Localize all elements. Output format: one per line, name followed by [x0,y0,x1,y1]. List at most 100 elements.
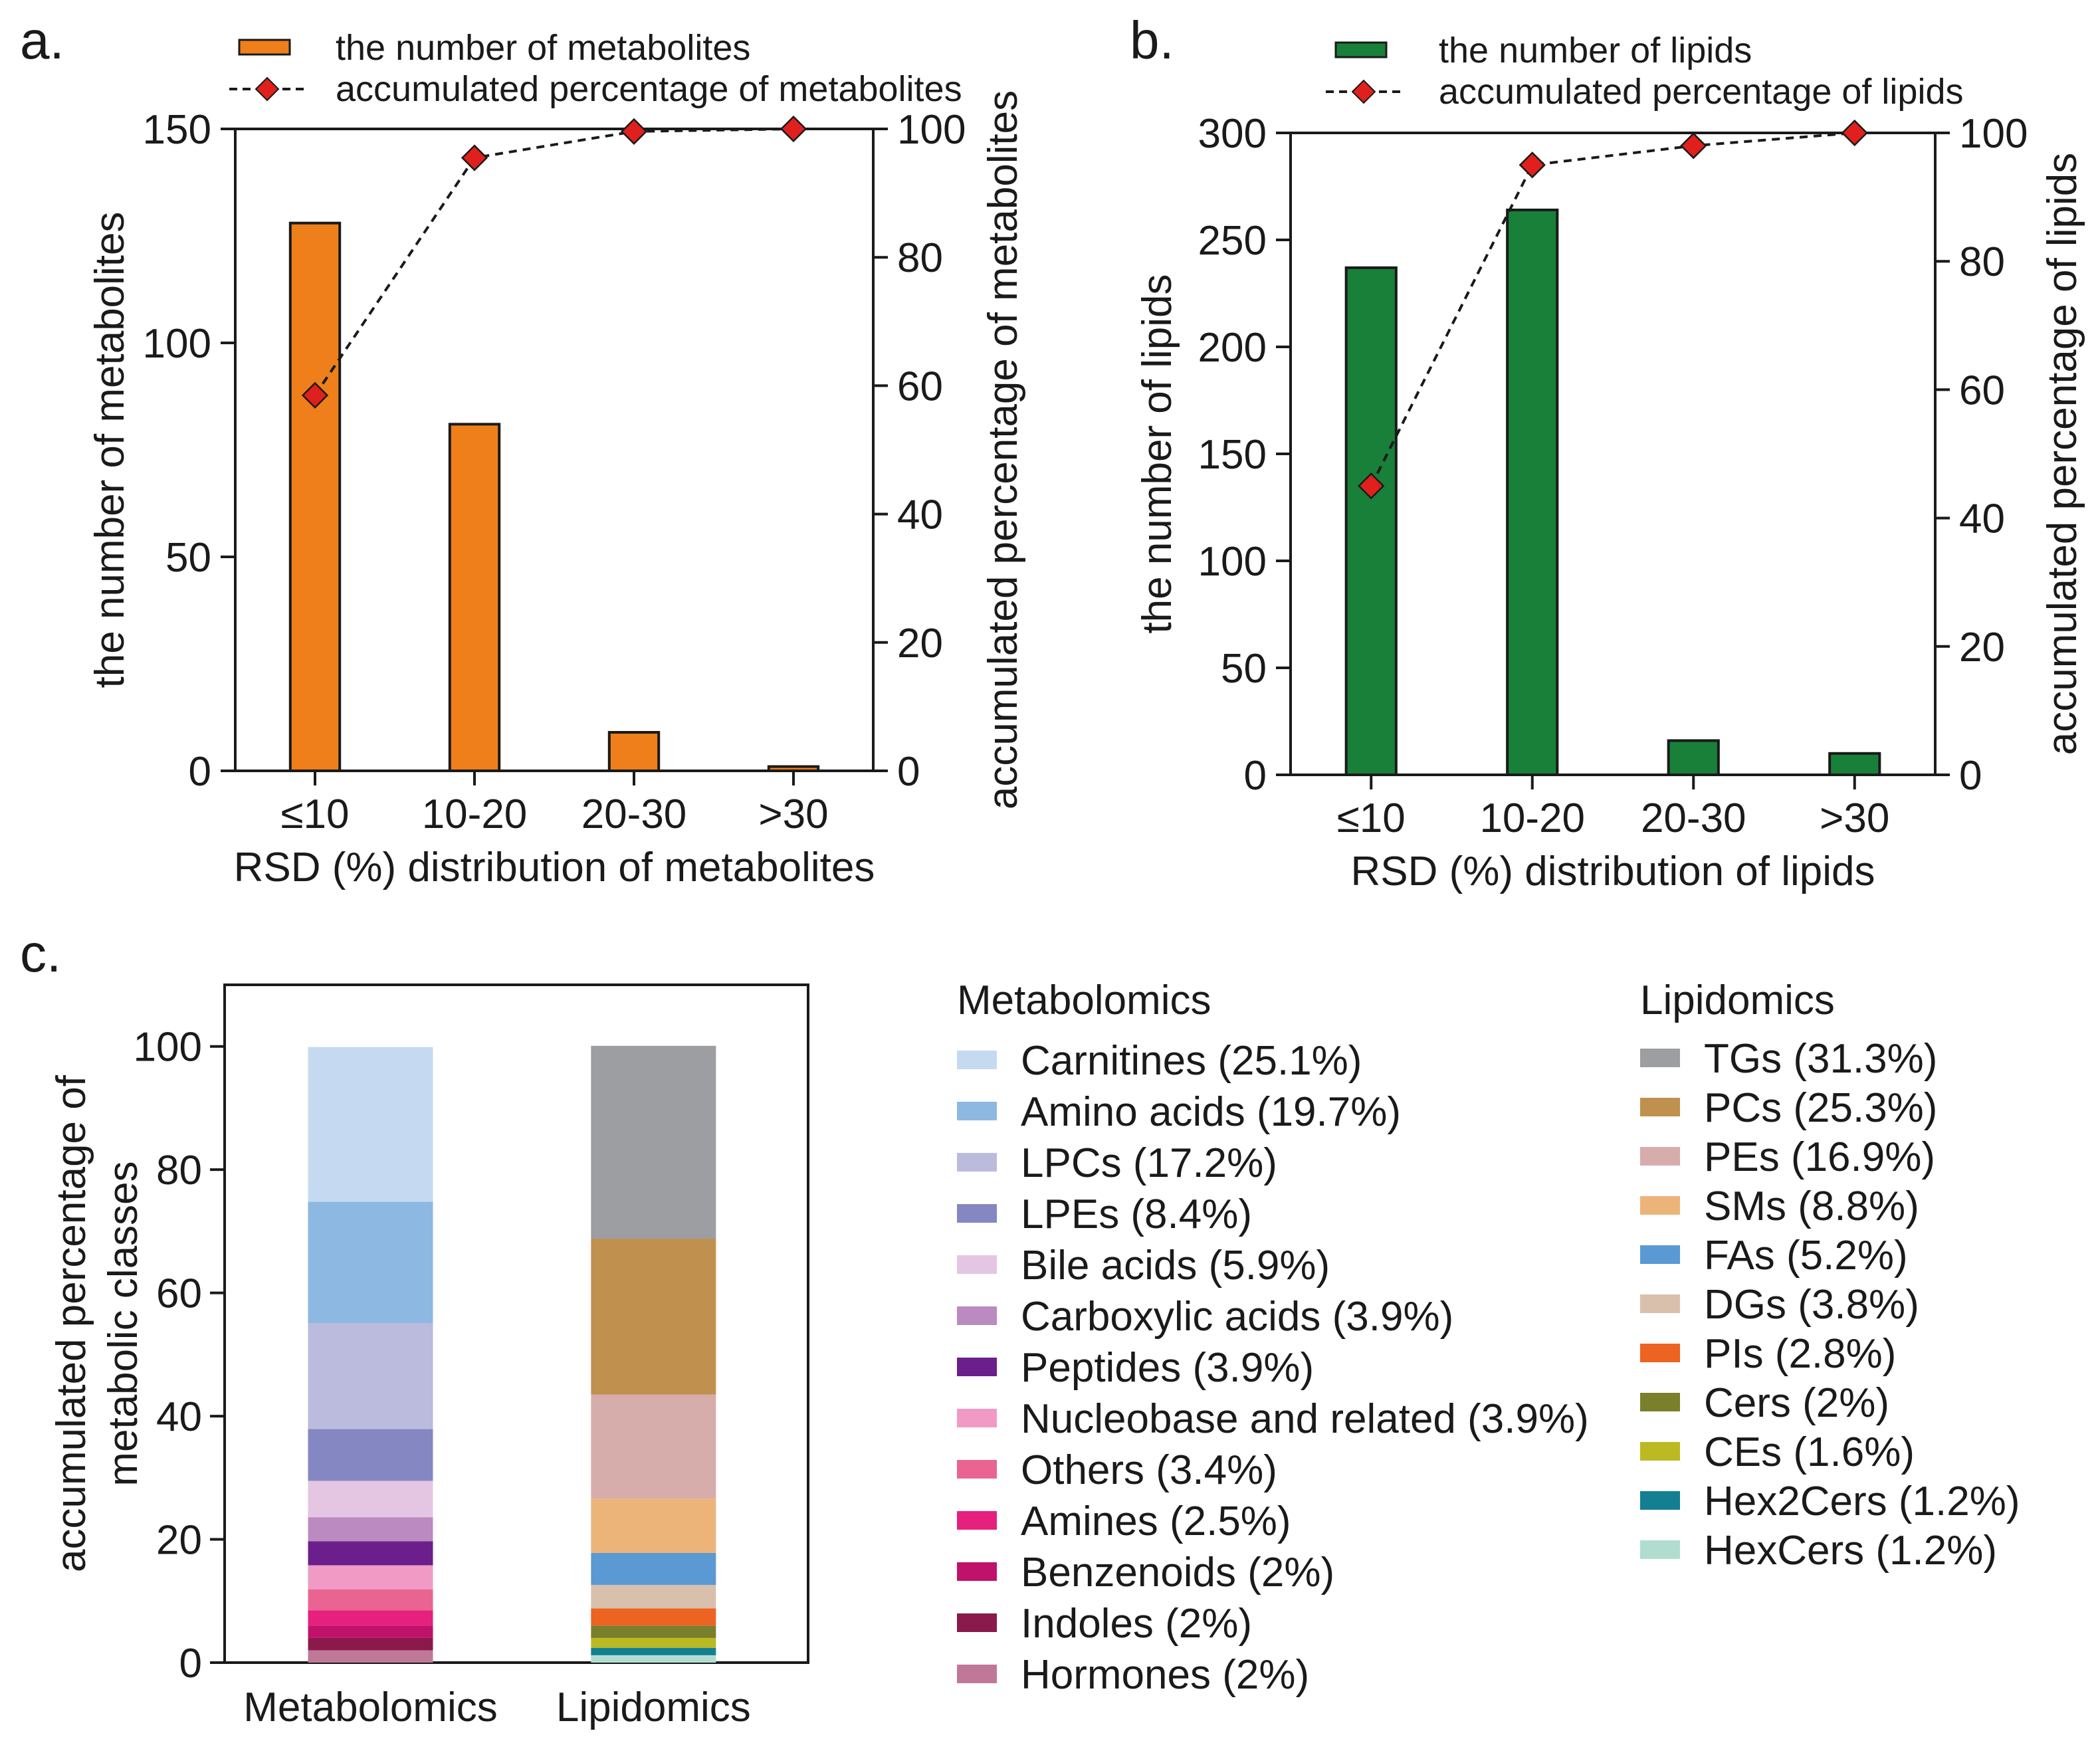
legend-c-label: PIs (2.8%) [1704,1331,1896,1377]
y-right-tick-label: 80 [1959,239,2005,285]
x-tick-label: 20-30 [1641,795,1746,841]
y-left-tick-label: 300 [1198,111,1267,157]
legend-c-title: Lipidomics [1640,977,1835,1023]
x-tick-label: Metabolomics [243,1685,497,1730]
y-tick-label: 100 [134,1025,202,1071]
legend-c-swatch [957,1409,997,1427]
chart-a: 0 50 100 150 0 20 40 60 80 100 ≤10 10-20 20-30 >30 RSD… [87,90,1026,890]
y-tick-label: 0 [179,1641,202,1687]
x-tick-label: >30 [758,791,828,837]
legend-c-label: Others (3.4%) [1021,1447,1277,1493]
legend-b-bar-swatch [1334,41,1388,58]
legend-c-label: DGs (3.8%) [1704,1282,1919,1328]
legend-c-label: PEs (16.9%) [1704,1134,1935,1180]
legend-c-swatch [1640,1196,1680,1215]
bar [1344,266,1398,776]
legend-c-label: Carnitines (25.1%) [1021,1038,1362,1084]
legend-c-swatch [1640,1344,1680,1362]
y-tick-label: 20 [156,1518,202,1564]
stack-segment [591,1552,716,1586]
legend-b-line-label: accumulated percentage of lipids [1439,72,1964,112]
y-right-tick-label: 40 [897,492,943,538]
x-tick-label: ≤10 [281,791,350,837]
legend-c-label: Hex2Cers (1.2%) [1704,1479,2020,1524]
legend-c-label: LPCs (17.2%) [1021,1140,1277,1186]
legend-c-label: Amino acids (19.7%) [1021,1089,1401,1135]
y-left-tick-label: 0 [189,749,211,795]
y-right-tick-label: 40 [1959,496,2005,542]
stack-segment [308,1047,433,1202]
x-tick-label: ≤10 [1337,795,1406,841]
y-axis-title-c-line2: metabolic classes [100,1161,146,1486]
panel-label-c: c. [20,924,61,983]
stack-segment [308,1565,433,1590]
legend-c-swatch [1640,1245,1680,1264]
y-left-tick-label: 50 [1221,646,1267,692]
cumulative-point [1841,119,1868,147]
legend-a-bar-swatch [238,39,291,56]
y-tick-label: 60 [156,1271,202,1317]
y-right-tick-label: 60 [1959,367,2005,413]
legend-c-label: HexCers (1.2%) [1704,1528,1997,1574]
y-right-tick-label: 80 [897,235,943,281]
stack-segment [308,1201,433,1324]
stack-segment [308,1541,433,1566]
y-left-tick-label: 50 [165,535,211,581]
legend-c-label: Bile acids (5.9%) [1021,1243,1330,1288]
y-right-tick-label: 100 [1959,111,2028,157]
legend-c-label: SMs (8.8%) [1704,1183,1919,1229]
legend-c-swatch [1640,1393,1680,1411]
bar [1667,739,1720,776]
stack-segment [591,1647,716,1655]
y-right-tick-label: 0 [897,749,920,795]
panel-label-b: b. [1130,11,1174,70]
y-axis-title-left: the number of lipids [1134,274,1180,633]
x-tick-label: 20-30 [581,791,687,837]
y-right-tick-label: 20 [1959,625,2005,670]
x-tick-label: 10-20 [1479,795,1585,841]
stack-segment [591,1045,716,1239]
bar [1506,208,1559,777]
legend-c-title: Metabolomics [957,977,1211,1023]
cumulative-point [620,118,648,146]
legend-c-swatch [957,1665,997,1683]
legend-c-swatch [1640,1098,1680,1116]
legend-c-swatch [1640,1049,1680,1067]
stack-segment [308,1517,433,1542]
stack-segment [591,1394,716,1499]
legend-a: the number of metabolites accumulated pe… [229,28,962,109]
y-left-tick-label: 150 [143,107,211,153]
stack-segment [308,1610,433,1626]
legend-c-label: TGs (31.3%) [1704,1036,1937,1082]
y-right-tick-label: 0 [1959,753,1982,799]
legend-b: the number of lipids accumulated percent… [1326,31,1964,112]
legend-c-label: Benzenoids (2%) [1021,1550,1334,1595]
stack-segment [308,1323,433,1429]
legend-c-label: FAs (5.2%) [1704,1233,1908,1279]
legend-c-swatch [957,1562,997,1581]
stack-segment [591,1625,716,1638]
x-tick-label: 10-20 [422,791,528,837]
legend-c-swatch [957,1204,997,1223]
y-axis-title-c-line1: accumulated percentage of [49,1075,94,1572]
legend-c-swatch [1640,1294,1680,1313]
y-left-tick-label: 250 [1198,218,1267,264]
y-left-tick-label: 100 [1198,539,1267,585]
legend-c-swatch [957,1255,997,1274]
legend-c-swatch [957,1102,997,1120]
cumulative-point [1358,472,1385,500]
stack-segment [308,1625,433,1638]
legend-b-diamond-icon [1351,79,1376,104]
legend-c-label: Carboxylic acids (3.9%) [1021,1294,1453,1340]
legend-a-bar-label: the number of metabolites [336,28,750,68]
cumulative-point [1680,132,1707,159]
chart-c: 0 20 40 60 80 100 Metabolomics Lipidomics accumu… [49,983,809,1730]
legend-a-diamond-icon [255,76,280,102]
y-axis-title-left: the number of metabolites [87,212,133,688]
legend-c-swatch [1640,1540,1680,1559]
plot-frame-c [223,983,809,1664]
legend-c-swatch [957,1511,997,1530]
stack-segment [591,1655,716,1663]
y-left-tick-label: 0 [1244,753,1267,799]
